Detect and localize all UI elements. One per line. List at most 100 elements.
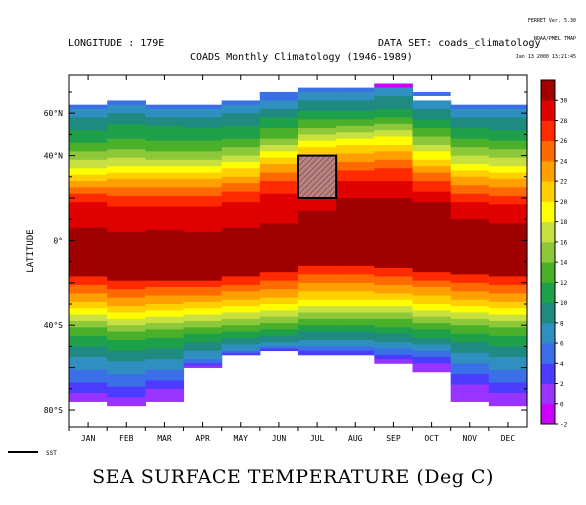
heatmap-cell — [298, 331, 337, 341]
heatmap-cell — [336, 111, 375, 120]
y-tick-label: 0° — [53, 236, 63, 245]
heatmap-cell — [298, 312, 337, 320]
heatmap-cell — [298, 119, 337, 129]
heatmap-cell — [374, 159, 414, 169]
heatmap-cell — [488, 308, 528, 316]
heatmap-cell — [488, 172, 528, 180]
heatmap-cell — [69, 301, 108, 309]
heatmap-cell — [412, 287, 452, 296]
x-tick-label: JUN — [272, 434, 287, 443]
heatmap-cell — [450, 170, 490, 178]
heatmap-cell — [69, 308, 108, 316]
heatmap-cell — [107, 373, 146, 388]
heatmap-cell — [145, 316, 185, 324]
heatmap-cell — [69, 193, 108, 203]
heatmap-cell — [412, 323, 452, 330]
heatmap-cell — [336, 138, 375, 146]
heatmap-cell — [107, 113, 146, 125]
heatmap-cell — [450, 128, 490, 140]
colorbar-swatch — [541, 120, 555, 142]
heatmap-cell — [374, 96, 414, 110]
heatmap-cell — [450, 108, 490, 118]
x-tick-label: MAY — [234, 434, 249, 443]
heatmap-cell — [259, 297, 299, 305]
colorbar-tick-label: 16 — [560, 239, 568, 246]
heatmap-cell — [107, 195, 146, 207]
y-tick-label: 40°N — [44, 152, 63, 161]
heatmap-cell — [69, 293, 108, 303]
heatmap-cell — [259, 193, 299, 224]
heatmap-cell — [107, 297, 146, 307]
x-tick-label: FEB — [119, 434, 134, 443]
heatmap-cell — [488, 195, 528, 205]
colorbar-tick-label: 12 — [560, 280, 568, 287]
colorbar-tick-label: 30 — [560, 98, 568, 105]
heatmap-cell — [336, 291, 375, 301]
heatmap-cell — [107, 231, 146, 282]
heatmap-cell — [412, 191, 452, 203]
heatmap-cell — [450, 325, 490, 335]
heatmap-cell — [450, 104, 490, 110]
heatmap-cell — [107, 138, 146, 150]
heatmap-cell — [450, 352, 490, 364]
heatmap-cell — [221, 318, 261, 326]
heatmap-cell — [259, 329, 299, 337]
x-tick-label: OCT — [424, 434, 439, 443]
heatmap-cell — [183, 365, 223, 369]
colorbar-swatch — [541, 383, 555, 405]
plot-subtitle: COADS Monthly Climatology (1946-1989) — [190, 52, 413, 63]
heatmap-cell — [374, 197, 414, 269]
heatmap-cell — [221, 113, 261, 127]
heatmap-cell — [183, 301, 223, 309]
heatmap-cell — [336, 197, 375, 267]
heatmap-cell — [221, 100, 261, 106]
ice-edge-cell — [298, 87, 337, 92]
longitude-label: LONGITUDE : 179E — [68, 38, 165, 49]
heatmap-cell — [259, 280, 299, 290]
heatmap-cell — [69, 369, 108, 383]
heatmap-cell — [107, 157, 146, 167]
colorbar-swatch — [541, 160, 555, 182]
heatmap-cell — [259, 272, 299, 282]
y-axis-label: LATITUDE — [26, 229, 36, 272]
heatmap-cell — [183, 159, 223, 167]
heatmap-cell — [221, 312, 261, 320]
heatmap-cell — [259, 100, 299, 110]
heatmap-cell — [221, 306, 261, 313]
heatmap-cell — [259, 91, 299, 101]
heatmap-cell — [145, 172, 185, 180]
heatmap-cell — [374, 136, 414, 146]
colorbar-swatch — [541, 221, 555, 243]
heatmap-cell — [183, 342, 223, 352]
heatmap-cell — [412, 181, 452, 193]
heatmap-cell — [145, 323, 185, 330]
ferret-stamp: FERRET Ver. 5.30 NOAA/PMEL TMAP Jan 13 2… — [450, 6, 576, 66]
heatmap-cell — [336, 132, 375, 140]
colorbar-tick-label: 2 — [560, 381, 564, 388]
heatmap-cell — [259, 151, 299, 159]
plot-overlay — [259, 83, 451, 199]
heatmap-cell — [336, 274, 375, 284]
heatmap-cell — [450, 318, 490, 326]
heatmap-cell — [298, 282, 337, 292]
heatmap-cell — [450, 333, 490, 343]
y-tick-label: 40°S — [44, 321, 63, 330]
heatmap-cell — [412, 202, 452, 273]
heatmap-cell — [69, 117, 108, 131]
heatmap-cell — [336, 181, 375, 199]
plot-axes: 60°N 40°N 0° 40°S 80°S LATITUDE JAN FEB MAR APR MA… — [26, 74, 528, 443]
ice-edge-cell — [259, 91, 298, 96]
heatmap-cell — [69, 320, 108, 328]
heatmap-cell — [488, 293, 528, 303]
heatmap-cell — [221, 276, 261, 286]
heatmap-cell — [145, 178, 185, 188]
heatmap-cell — [412, 295, 452, 305]
heatmap-cell — [69, 276, 108, 286]
heatmap-cell — [145, 348, 185, 360]
colorbar-tick-label: 22 — [560, 179, 568, 186]
colorbar-tick-label: 14 — [560, 260, 568, 267]
heatmap-cell — [336, 144, 375, 154]
y-tick-label: 60°N — [44, 109, 63, 118]
heatmap-cell — [221, 344, 261, 352]
